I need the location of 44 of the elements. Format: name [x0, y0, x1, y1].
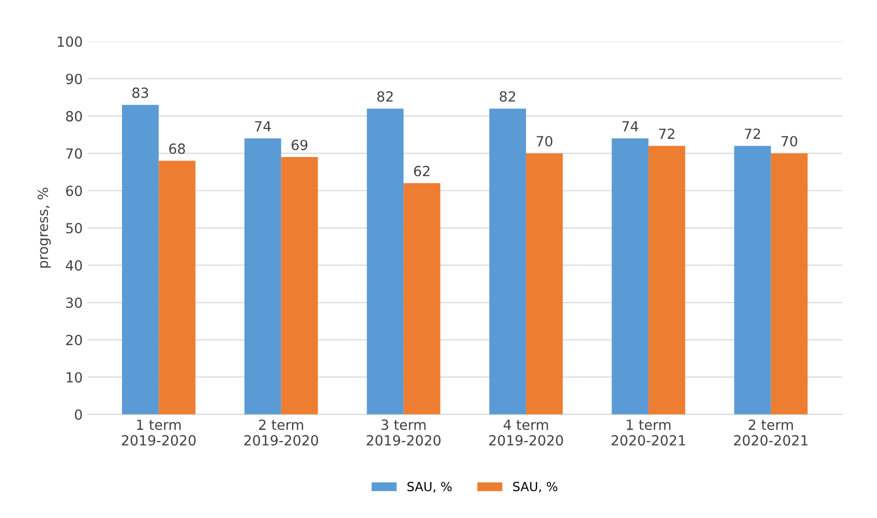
y-tick-label: 100: [58, 36, 82, 47]
data-label: 69: [292, 140, 308, 150]
y-tick-label: 0: [74, 409, 82, 420]
bar: [734, 146, 771, 414]
legend-label: SAU, %: [407, 482, 452, 493]
bar: [770, 153, 808, 414]
bar: [526, 153, 563, 414]
y-axis-title: progress, %: [38, 188, 51, 268]
x-tick-label: 1 term 2019-2020: [122, 420, 196, 446]
y-tick-label: 90: [66, 74, 82, 84]
bar: [281, 157, 318, 414]
y-tick-label: 50: [66, 222, 82, 234]
y-tick-label: 80: [66, 111, 82, 122]
data-label: 70: [782, 136, 798, 146]
y-tick-label: 10: [66, 372, 82, 383]
data-label: 74: [622, 121, 638, 132]
y-tick-label: 40: [66, 260, 82, 271]
legend-label: SAU, %: [513, 482, 558, 493]
x-tick-label: 2 term 2020-2021: [734, 420, 808, 446]
data-label: 62: [414, 166, 430, 176]
bar: [489, 108, 526, 414]
bar: [366, 108, 404, 414]
bar: [612, 138, 648, 414]
x-tick-label: 1 term 2020-2021: [612, 420, 686, 446]
data-label: 82: [500, 91, 516, 102]
data-label: 68: [169, 143, 185, 154]
y-tick-label: 20: [66, 334, 82, 346]
data-label: 70: [536, 136, 552, 146]
data-label: 74: [255, 121, 271, 132]
data-label: 72: [659, 128, 674, 139]
bar: [404, 183, 440, 414]
x-tick-label: 4 term 2019-2020: [489, 420, 563, 446]
data-label: 82: [377, 91, 393, 102]
data-label: 72: [744, 128, 760, 139]
x-tick-label: 2 term 2019-2020: [244, 420, 318, 446]
y-tick-label: 60: [66, 186, 82, 196]
data-label: 83: [132, 87, 148, 98]
y-tick-label: 30: [66, 297, 82, 308]
bar: [158, 160, 196, 414]
bar: [122, 104, 159, 414]
y-tick-label: 70: [66, 148, 82, 159]
x-tick-label: 3 term 2019-2020: [366, 420, 441, 446]
bar: [244, 138, 282, 414]
bar: [648, 146, 686, 414]
